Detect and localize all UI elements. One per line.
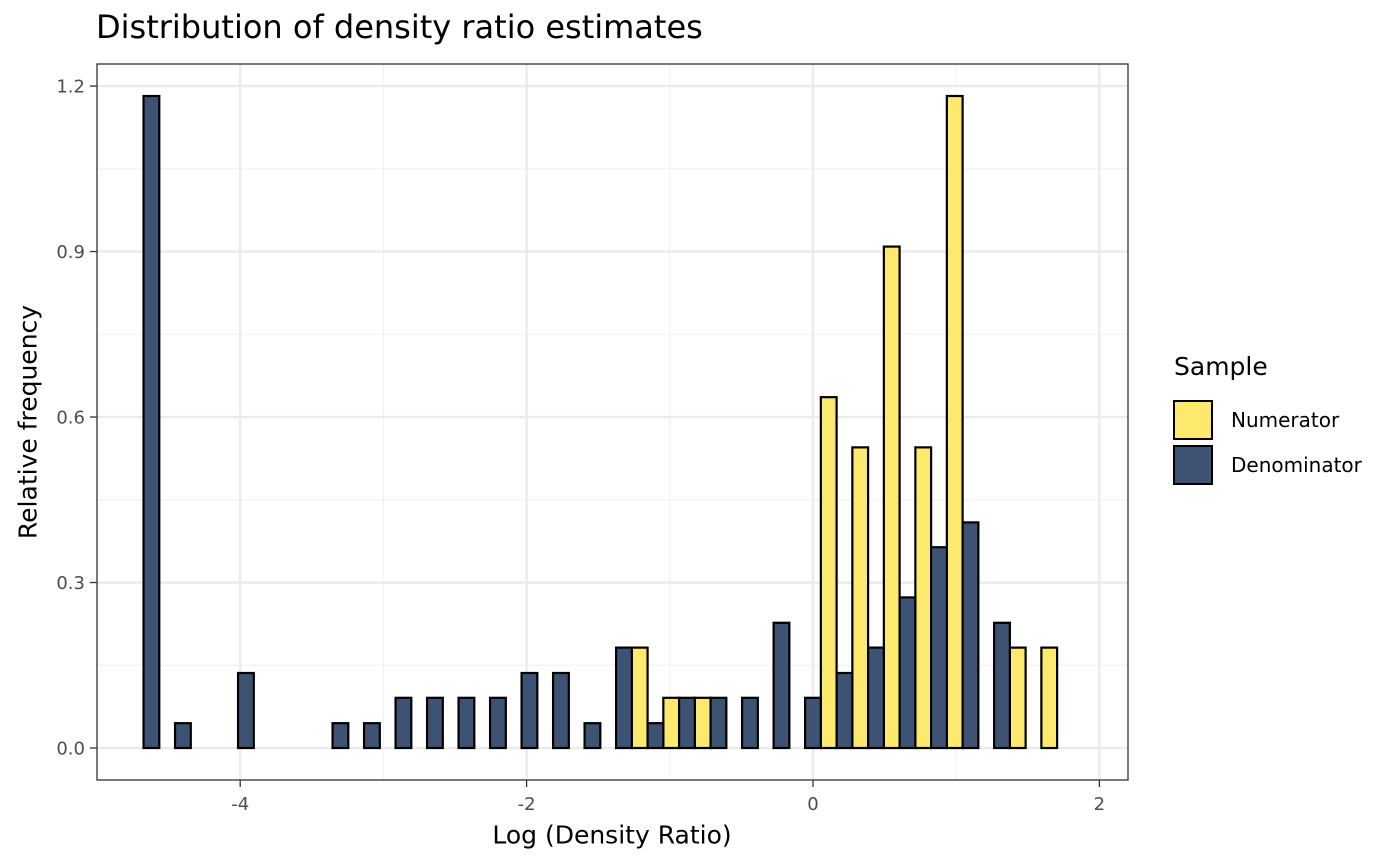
x-tick-label: -2 — [518, 794, 536, 815]
bar-numerator-29 — [1040, 646, 1059, 750]
bar-numerator-18 — [693, 696, 712, 750]
legend-label-numerator: Numerator — [1231, 407, 1340, 432]
bar-denominator-26 — [961, 521, 980, 750]
bar-denominator-1 — [173, 722, 192, 750]
y-tick-label: 0.9 — [56, 242, 85, 263]
bar-denominator-10 — [457, 696, 476, 750]
bar-numerator-25 — [914, 446, 933, 750]
legend-swatch-denominator — [1173, 444, 1213, 485]
bar-denominator-0 — [142, 94, 161, 750]
histogram-bars — [142, 94, 1059, 750]
bar-denominator-20 — [772, 621, 791, 750]
bar-denominator-21 — [803, 696, 822, 750]
legend-swatch-numerator — [1173, 399, 1213, 440]
bar-denominator-9 — [425, 696, 444, 750]
legend-title: Sample — [1174, 352, 1268, 381]
bar-numerator-23 — [851, 446, 870, 750]
panel-border — [96, 63, 1129, 781]
legend-label-denominator: Denominator — [1231, 452, 1362, 477]
bar-denominator-16 — [646, 722, 665, 750]
bar-denominator-25 — [930, 546, 948, 750]
bar-denominator-7 — [362, 722, 381, 750]
bar-numerator-17 — [662, 696, 681, 750]
bar-denominator-14 — [583, 722, 602, 750]
bar-denominator-27 — [993, 621, 1011, 750]
bar-denominator-11 — [488, 696, 507, 750]
bar-denominator-23 — [867, 646, 885, 750]
y-tick-label: 0.6 — [56, 408, 85, 429]
bar-numerator-26 — [945, 94, 964, 750]
bar-numerator-28 — [1008, 646, 1027, 750]
bar-denominator-24 — [898, 596, 917, 750]
x-tick-label: 0 — [807, 794, 818, 815]
y-tick-label: 0.0 — [56, 739, 85, 760]
bar-numerator-16 — [630, 646, 649, 750]
bar-denominator-15 — [614, 646, 633, 750]
legend-item-denominator: Denominator — [1173, 442, 1362, 487]
x-tick-label: -4 — [231, 794, 249, 815]
bar-denominator-17 — [677, 696, 696, 750]
chart-title: Distribution of density ratio estimates — [96, 8, 703, 46]
bar-denominator-6 — [331, 722, 350, 750]
bar-denominator-22 — [835, 671, 854, 750]
bar-denominator-18 — [709, 696, 728, 750]
legend-item-numerator: Numerator — [1173, 397, 1362, 442]
bar-numerator-24 — [882, 245, 901, 750]
bar-denominator-8 — [394, 696, 413, 750]
bar-denominator-13 — [551, 671, 570, 750]
y-axis-label: Relative frequency — [13, 304, 43, 540]
axes: -4 -2 0 2 0.0 0.3 0.6 0.9 1.2 — [56, 77, 1105, 815]
x-tick-label: 2 — [1094, 794, 1105, 815]
bar-denominator-12 — [520, 671, 539, 750]
bar-denominator-19 — [740, 696, 759, 750]
y-tick-label: 1.2 — [56, 77, 85, 98]
bar-numerator-22 — [819, 396, 838, 750]
bar-denominator-3 — [236, 671, 255, 750]
y-tick-label: 0.3 — [56, 573, 85, 594]
legend: Sample Numerator Denominator — [1173, 352, 1362, 487]
x-axis-label: Log (Density Ratio) — [492, 820, 732, 850]
